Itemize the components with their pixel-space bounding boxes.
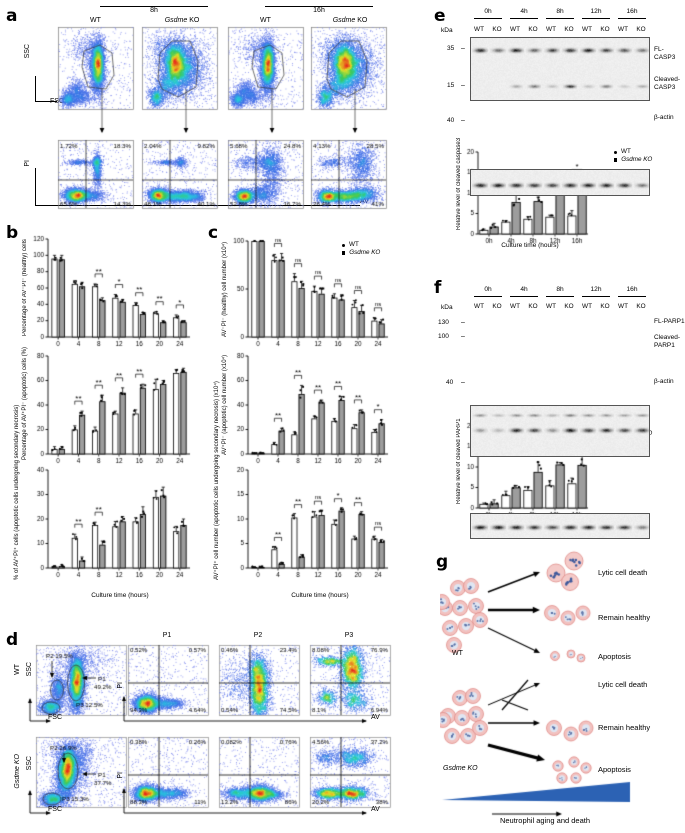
panel-d-header-p2: P2 [253,632,263,639]
panel-g-outcome-wt-1: Remain healthy [598,613,651,622]
panel-d-pi-wt: PI [117,682,124,689]
panel-d-av-wt: AV [371,714,380,721]
panel-d-av-ko: AV [371,806,380,813]
panel-g-diagram [440,550,685,833]
panel-g-gradient-label: Neutrophil aging and death [499,816,591,825]
panel-d-fsc-wt: FSC [48,714,62,721]
panel-g-outcome-ko-2: Apoptosis [598,765,631,774]
panel-g-outcome-wt-2: Apoptosis [598,652,631,661]
panel-g-wt-label: WT [452,650,463,657]
panel-d-header-p3: P3 [344,632,354,639]
panel-d-fsc-ko: FSC [48,806,62,813]
panel-g-outcome-ko-1: Remain healthy [598,723,651,732]
panel-d-ssc-ko: SSC [26,756,33,771]
panel-g-outcome-wt-0: Lytic cell death [598,568,648,577]
panel-d-ssc-wt: SSC [26,662,33,677]
panel-d-header-p1: P1 [162,632,172,639]
panel-g-outcome-ko-0: Lytic cell death [598,680,648,689]
panel-d-row-ko: Gsdme KO [14,754,21,789]
panel-d-pi-ko: PI [117,772,124,779]
panel-g-ko-label: Gsdme KO [443,765,478,772]
panel-d-row-wt: WT [14,664,21,675]
